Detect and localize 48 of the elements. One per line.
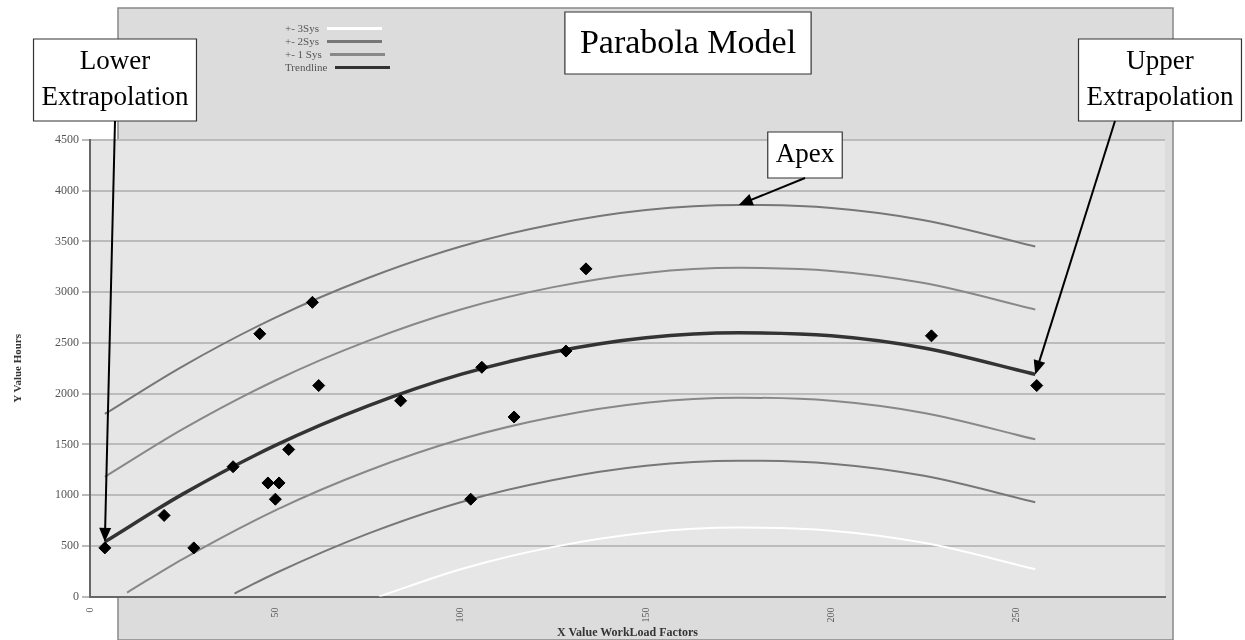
annotation: Lower Extrapolation xyxy=(41,45,189,112)
point xyxy=(226,460,240,474)
annotation: Upper Extrapolation xyxy=(1086,45,1234,112)
legend-label: +- 2Sys xyxy=(285,35,320,48)
y-tick-label: 500 xyxy=(61,538,79,553)
x-tick-label: 0 xyxy=(83,607,95,613)
point xyxy=(579,262,593,276)
x-tick-label: 200 xyxy=(825,607,836,623)
point xyxy=(261,476,275,490)
point xyxy=(559,344,573,358)
point xyxy=(312,379,326,393)
y-tick-label: 1000 xyxy=(55,487,79,502)
y-tick-label: 4500 xyxy=(55,132,79,147)
point xyxy=(157,508,171,522)
legend-label: +- 1 Sys xyxy=(285,48,322,61)
line-series xyxy=(378,526,1037,597)
point xyxy=(464,492,478,506)
point xyxy=(272,476,286,490)
y-tick-label: 1500 xyxy=(55,436,79,451)
y-tick-label: 3000 xyxy=(55,284,79,299)
x-tick-label: 100 xyxy=(454,607,466,623)
annotation: Apex xyxy=(775,138,835,169)
line-series xyxy=(126,396,1037,594)
x-tick-label: 50 xyxy=(268,607,280,618)
point xyxy=(282,442,296,456)
point xyxy=(507,410,521,424)
point xyxy=(924,329,938,343)
point xyxy=(394,394,408,408)
point xyxy=(305,295,319,309)
y-tick-label: 3500 xyxy=(55,233,79,248)
point xyxy=(253,327,267,341)
y-tick-label: 2000 xyxy=(55,385,79,400)
chart-title: Parabola Model xyxy=(579,22,797,60)
point xyxy=(475,360,489,374)
point xyxy=(268,492,282,506)
line-series xyxy=(233,459,1037,595)
legend-label: Trendline xyxy=(285,61,328,74)
y-tick-label: 2500 xyxy=(55,335,79,350)
y-tick-label: 0 xyxy=(73,588,79,603)
legend-label: +- 3Sys xyxy=(285,22,320,35)
x-tick-label: 250 xyxy=(1010,607,1022,623)
x-tick-label: 150 xyxy=(639,607,651,623)
point xyxy=(187,541,201,555)
y-tick-label: 4000 xyxy=(55,182,79,197)
point xyxy=(1030,379,1044,393)
point xyxy=(98,541,112,555)
y-axis-title: Y Value Hours xyxy=(11,333,24,403)
x-axis-title: X Value WorkLoad Factors xyxy=(557,624,699,639)
